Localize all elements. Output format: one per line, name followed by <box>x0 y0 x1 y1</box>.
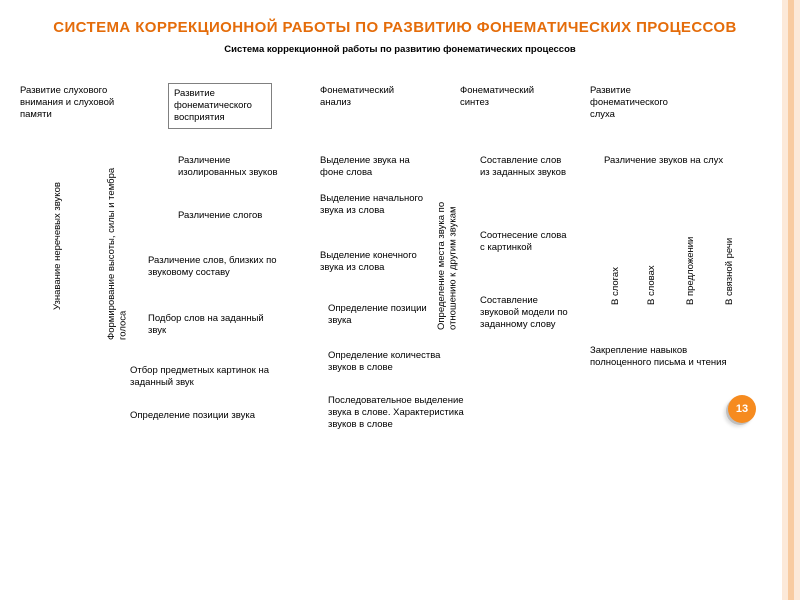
diagram-area: Развитие слухового внимания и слуховой п… <box>0 65 776 565</box>
col2-header: Развитие фонематического восприятия <box>168 83 272 129</box>
col2-item-f: Определение позиции звука <box>130 410 280 422</box>
col2-item-d: Подбор слов на заданный звук <box>148 313 268 337</box>
page-title: СИСТЕМА КОРРЕКЦИОННОЙ РАБОТЫ ПО РАЗВИТИЮ… <box>0 0 800 44</box>
vert-label-7: В связной речи <box>724 190 738 305</box>
col3-item-e: Определение количества звуков в слове <box>328 350 458 374</box>
page-number-badge: 13 <box>728 395 756 423</box>
vert-label-4: В слогах <box>610 210 624 305</box>
col5-item-b: Закрепление навыков полноценного письма … <box>590 345 740 369</box>
col4-item-b: Соотнесение слова с картинкой <box>480 230 570 254</box>
vert-label-1: Узнавание неречевых звуков <box>52 165 76 310</box>
col3-item-f: Последовательное выделение звука в слове… <box>328 395 468 431</box>
col3-item-d: Определение позиции звука <box>328 303 438 327</box>
col4-item-a: Составление слов из заданных звуков <box>480 155 570 179</box>
col3-item-a: Выделение звука на фоне слова <box>320 155 430 179</box>
col2-item-b: Различение слогов <box>178 210 278 222</box>
col3-item-b: Выделение начального звука из слова <box>320 193 430 217</box>
col4-item-c: Составление звуковой модели по заданному… <box>480 295 570 331</box>
vert-label-6: В предложении <box>685 190 699 305</box>
col1-header: Развитие слухового внимания и слуховой п… <box>20 85 140 121</box>
col3-header: Фонематический анализ <box>320 85 420 109</box>
vert-label-2: Формирование высоты, силы и тембра голос… <box>106 165 130 340</box>
page-subtitle: Система коррекционной работы по развитию… <box>0 44 800 65</box>
col2-item-e: Отбор предметных картинок на заданный зв… <box>130 365 290 389</box>
vert-label-3: Определение места звука по отношению к д… <box>436 155 460 330</box>
col5-item-a: Различение звуков на слух <box>604 155 734 167</box>
decorative-stripe <box>776 0 800 600</box>
vert-label-5: В словах <box>646 210 660 305</box>
col3-item-c: Выделение конечного звука из слова <box>320 250 430 274</box>
col5-header: Развитие фонематического слуха <box>590 85 690 121</box>
col2-item-a: Различение изолированных звуков <box>178 155 278 179</box>
col2-item-c: Различение слов, близких по звуковому со… <box>148 255 278 279</box>
col4-header: Фонематический синтез <box>460 85 560 109</box>
